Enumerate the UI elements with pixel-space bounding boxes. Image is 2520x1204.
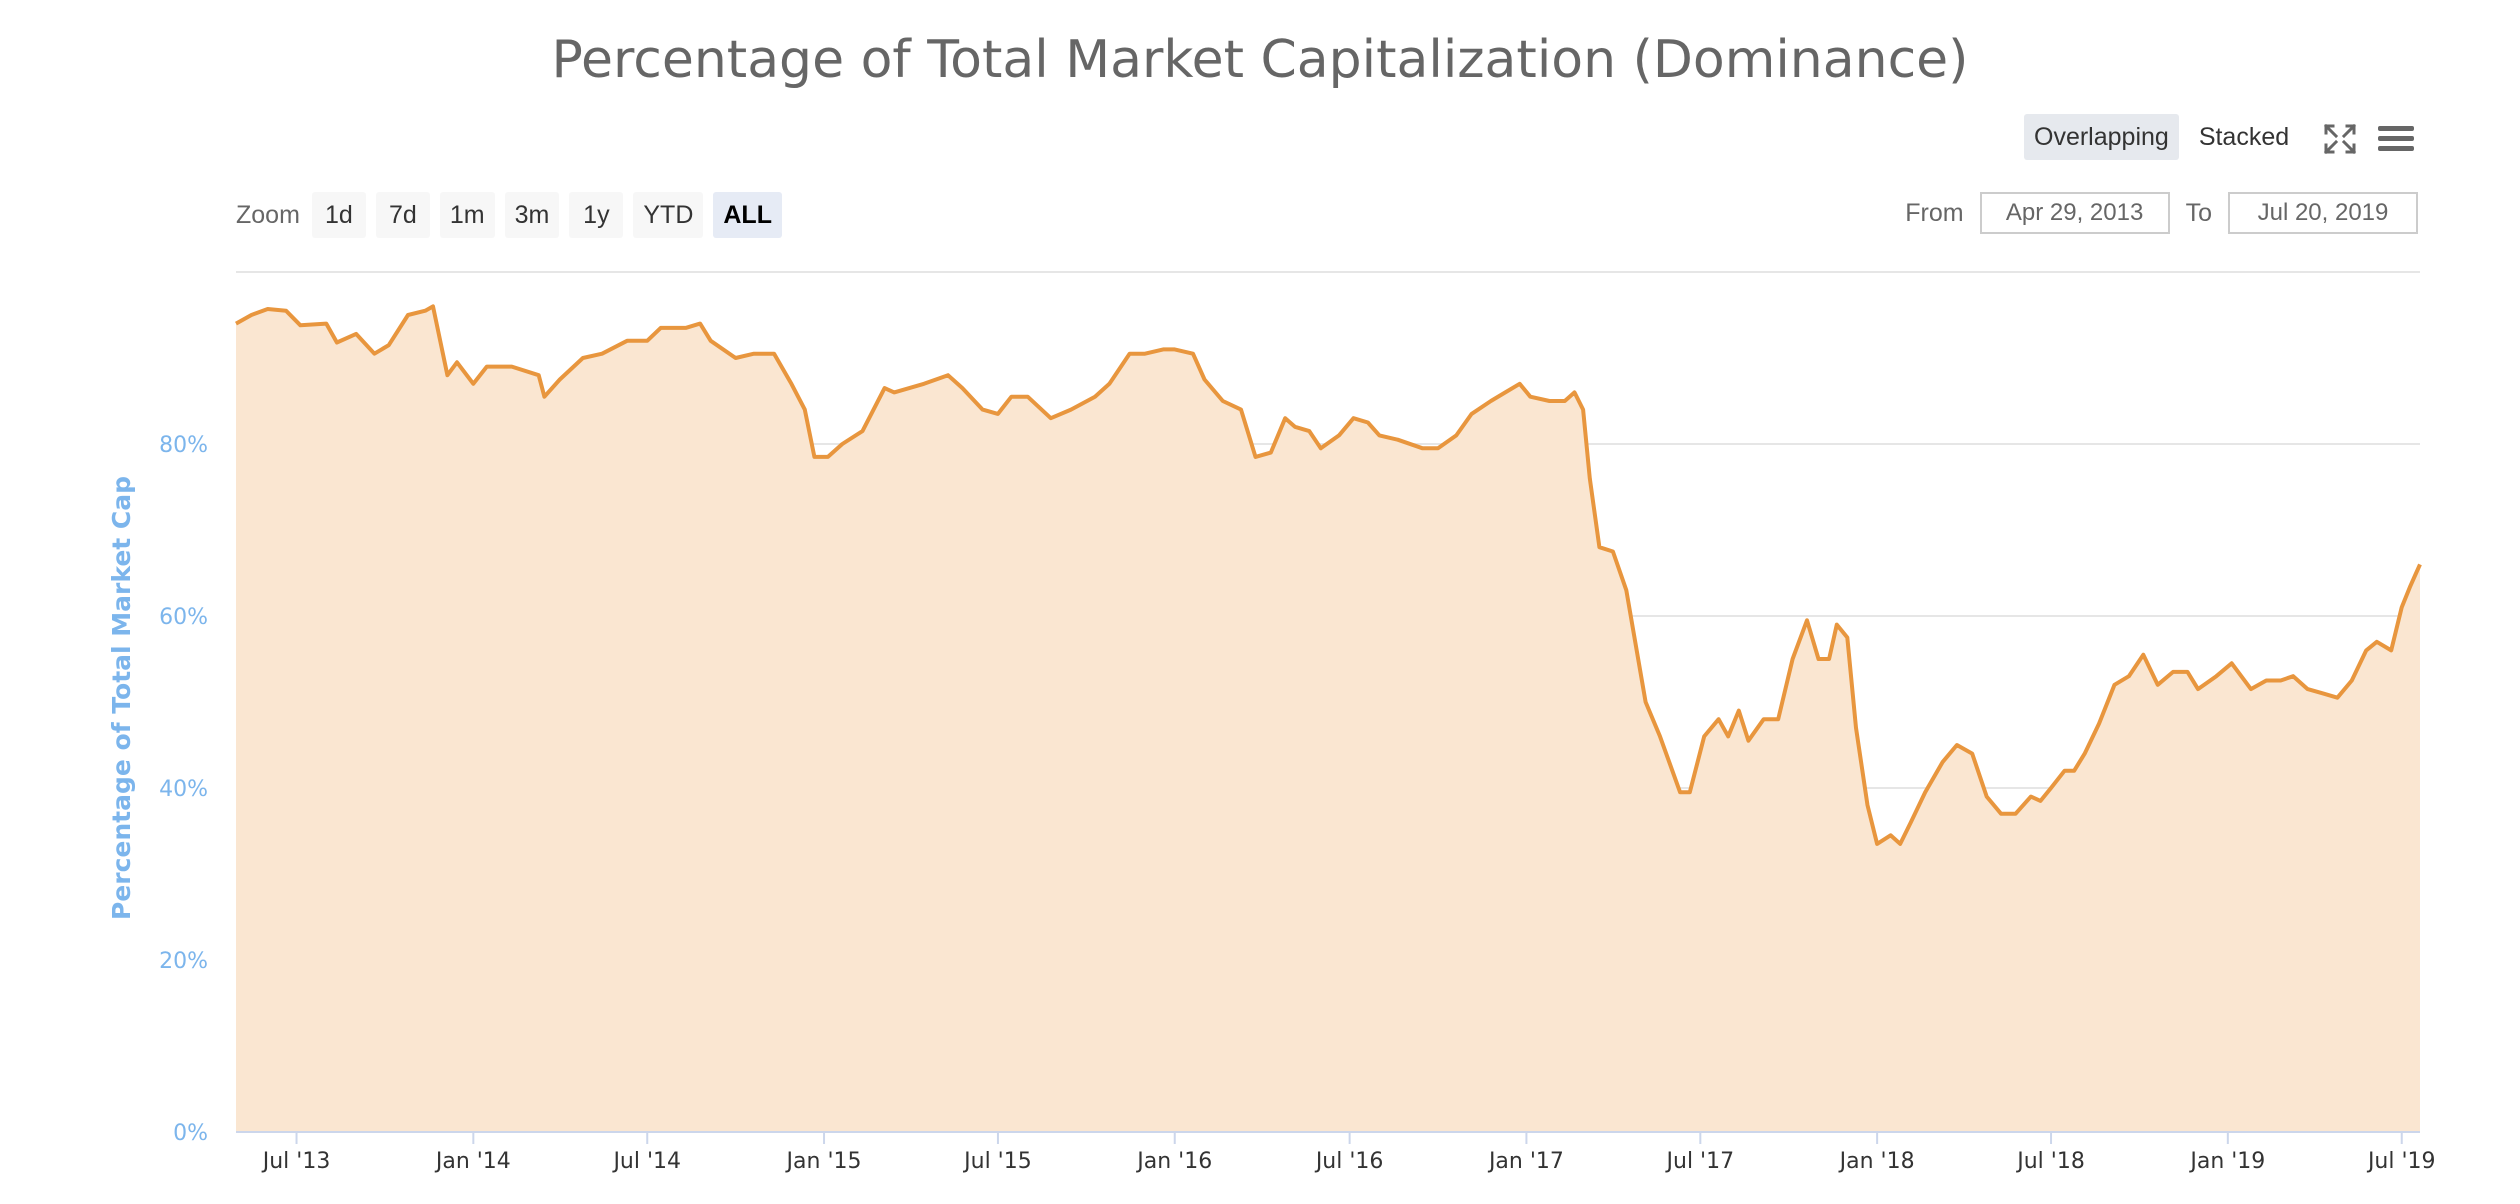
y-axis: 0% 20% 40% 60% 80% <box>159 433 208 1146</box>
fullscreen-icon[interactable] <box>2318 118 2362 160</box>
x-axis: Jul '13 Jan '14 Jul '14 Jan '15 Jul '15 Jan '… <box>236 1131 2436 1174</box>
from-label: From <box>1905 198 1964 227</box>
y-tick-label: 0% <box>173 1121 208 1146</box>
x-tick-label: Jul '19 <box>2366 1149 2436 1174</box>
hamburger-menu-icon[interactable] <box>2374 118 2418 160</box>
x-tick-label: Jan '19 <box>2188 1149 2265 1174</box>
zoom-1m-button[interactable]: 1m <box>439 192 495 238</box>
to-date-input[interactable] <box>2228 192 2418 234</box>
x-tick-label: Jul '13 <box>261 1149 331 1174</box>
x-tick-label: Jan '17 <box>1487 1149 1564 1174</box>
view-toggle: Overlapping Stacked <box>2024 114 2299 160</box>
zoom-ytd-button[interactable]: YTD <box>633 192 704 238</box>
fullscreen-icon-graphic <box>2323 123 2357 155</box>
zoom-1d-button[interactable]: 1d <box>311 192 366 238</box>
to-label: To <box>2185 198 2212 227</box>
dominance-line[interactable] <box>235 304 2422 846</box>
zoom-3m-button[interactable]: 3m <box>504 192 560 238</box>
y-tick-label: 60% <box>159 605 208 630</box>
overlapping-button[interactable]: Overlapping <box>2024 114 2179 160</box>
x-tick-label: Jan '18 <box>1838 1149 1915 1174</box>
series-layer[interactable] <box>235 304 2422 1132</box>
zoom-7d-button[interactable]: 7d <box>375 192 430 238</box>
x-tick-label: Jan '16 <box>1135 1149 1212 1174</box>
zoom-1y-button[interactable]: 1y <box>569 192 624 238</box>
x-tick-label: Jul '15 <box>962 1149 1032 1174</box>
x-tick-label: Jul '16 <box>1314 1149 1384 1174</box>
y-tick-label: 20% <box>159 949 208 974</box>
x-tick-label: Jan '14 <box>434 1149 511 1174</box>
y-axis-title: Percentage of Total Market Cap <box>107 476 136 920</box>
x-tick-label: Jan '15 <box>785 1149 862 1174</box>
x-tick-label: Jul '18 <box>2015 1149 2085 1174</box>
zoom-label: Zoom <box>236 200 300 229</box>
stacked-button[interactable]: Stacked <box>2198 123 2290 151</box>
y-tick-label: 80% <box>159 433 208 458</box>
chart-title: Percentage of Total Market Capitalizatio… <box>551 30 1969 90</box>
date-range-selector: From To <box>1905 192 2418 234</box>
hamburger-menu-icon-graphic <box>2378 126 2414 151</box>
y-tick-label: 40% <box>159 777 208 802</box>
zoom-controls: Zoom 1d 7d 1m 3m 1y YTD ALL <box>236 192 782 238</box>
zoom-all-button[interactable]: ALL <box>713 192 782 238</box>
dominance-area <box>236 306 2420 1132</box>
x-tick-label: Jul '14 <box>611 1149 681 1174</box>
from-date-input[interactable] <box>1979 192 2170 234</box>
x-tick-label: Jul '17 <box>1665 1149 1735 1174</box>
